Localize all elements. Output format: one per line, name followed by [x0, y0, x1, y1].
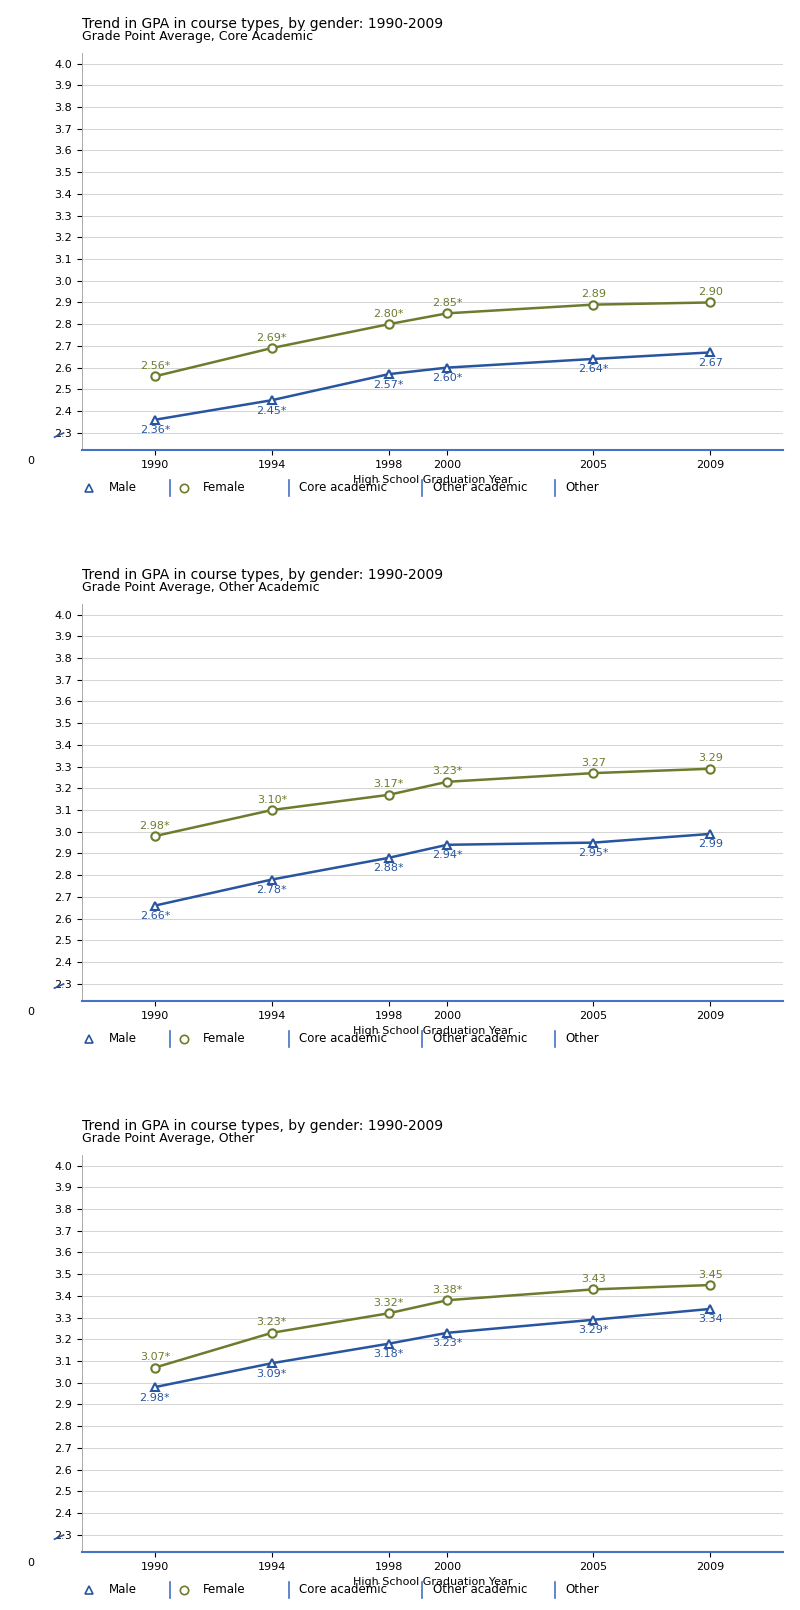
Text: Grade Point Average, Other: Grade Point Average, Other	[82, 1132, 254, 1145]
Text: Core academic: Core academic	[299, 1584, 387, 1597]
Text: 2.88*: 2.88*	[374, 863, 404, 873]
Text: Core academic: Core academic	[299, 481, 387, 494]
Text: 3.23*: 3.23*	[432, 766, 462, 776]
Text: 2.85*: 2.85*	[432, 298, 462, 308]
Text: 0: 0	[27, 1008, 34, 1018]
Text: 2.78*: 2.78*	[257, 886, 287, 895]
X-axis label: High School Graduation Year: High School Graduation Year	[353, 475, 512, 486]
Text: Female: Female	[202, 1584, 245, 1597]
Text: 2.99: 2.99	[698, 839, 722, 850]
Text: Other: Other	[566, 481, 600, 494]
Text: 3.38*: 3.38*	[432, 1285, 462, 1294]
Text: Grade Point Average, Core Academic: Grade Point Average, Core Academic	[82, 29, 313, 43]
Text: Other: Other	[566, 1584, 600, 1597]
Text: 2.60*: 2.60*	[432, 374, 462, 383]
Text: 3.17*: 3.17*	[374, 779, 404, 789]
Text: 2.90: 2.90	[698, 287, 722, 296]
Text: 2.94*: 2.94*	[432, 850, 462, 860]
Text: 3.18*: 3.18*	[374, 1349, 404, 1359]
Text: Trend in GPA in course types, by gender: 1990-2009: Trend in GPA in course types, by gender:…	[82, 1119, 443, 1133]
Text: 0: 0	[27, 456, 34, 467]
Text: Female: Female	[202, 481, 245, 494]
Text: 3.27: 3.27	[581, 758, 606, 768]
Text: Trend in GPA in course types, by gender: 1990-2009: Trend in GPA in course types, by gender:…	[82, 568, 443, 581]
Text: 2.98*: 2.98*	[139, 821, 170, 831]
Text: Other academic: Other academic	[433, 481, 527, 494]
Text: Male: Male	[109, 1584, 137, 1597]
Text: 3.45: 3.45	[698, 1270, 722, 1280]
Text: 3.07*: 3.07*	[140, 1352, 170, 1362]
Text: 3.10*: 3.10*	[257, 795, 287, 805]
Text: 2.45*: 2.45*	[257, 406, 287, 415]
Text: 2.64*: 2.64*	[578, 364, 609, 375]
Text: 3.23*: 3.23*	[432, 1338, 462, 1348]
Text: 2.89: 2.89	[581, 290, 606, 299]
Text: 2.56*: 2.56*	[140, 361, 170, 370]
Text: 2.69*: 2.69*	[257, 333, 287, 343]
Text: Male: Male	[109, 1032, 137, 1045]
Text: Other: Other	[566, 1032, 600, 1045]
Text: 3.23*: 3.23*	[257, 1317, 287, 1327]
Text: 3.29*: 3.29*	[578, 1325, 609, 1335]
Text: 3.29: 3.29	[698, 753, 722, 763]
Text: Male: Male	[109, 481, 137, 494]
Text: 3.43: 3.43	[581, 1274, 606, 1283]
Text: 2.95*: 2.95*	[578, 848, 609, 858]
Text: 3.34: 3.34	[698, 1314, 722, 1325]
Text: 2.57*: 2.57*	[374, 380, 404, 390]
Text: Other academic: Other academic	[433, 1032, 527, 1045]
Text: Other academic: Other academic	[433, 1584, 527, 1597]
Text: 3.09*: 3.09*	[257, 1368, 287, 1378]
X-axis label: High School Graduation Year: High School Graduation Year	[353, 1578, 512, 1587]
Text: 2.36*: 2.36*	[140, 425, 170, 435]
X-axis label: High School Graduation Year: High School Graduation Year	[353, 1027, 512, 1037]
Text: 2.66*: 2.66*	[140, 911, 170, 921]
Text: Trend in GPA in course types, by gender: 1990-2009: Trend in GPA in course types, by gender:…	[82, 16, 443, 31]
Text: 2.98*: 2.98*	[139, 1393, 170, 1402]
Text: Core academic: Core academic	[299, 1032, 387, 1045]
Text: Female: Female	[202, 1032, 245, 1045]
Text: 0: 0	[27, 1558, 34, 1568]
Text: 2.67: 2.67	[698, 357, 722, 367]
Text: 3.32*: 3.32*	[374, 1298, 404, 1307]
Text: Grade Point Average, Other Academic: Grade Point Average, Other Academic	[82, 581, 319, 594]
Text: 2.80*: 2.80*	[374, 309, 404, 319]
